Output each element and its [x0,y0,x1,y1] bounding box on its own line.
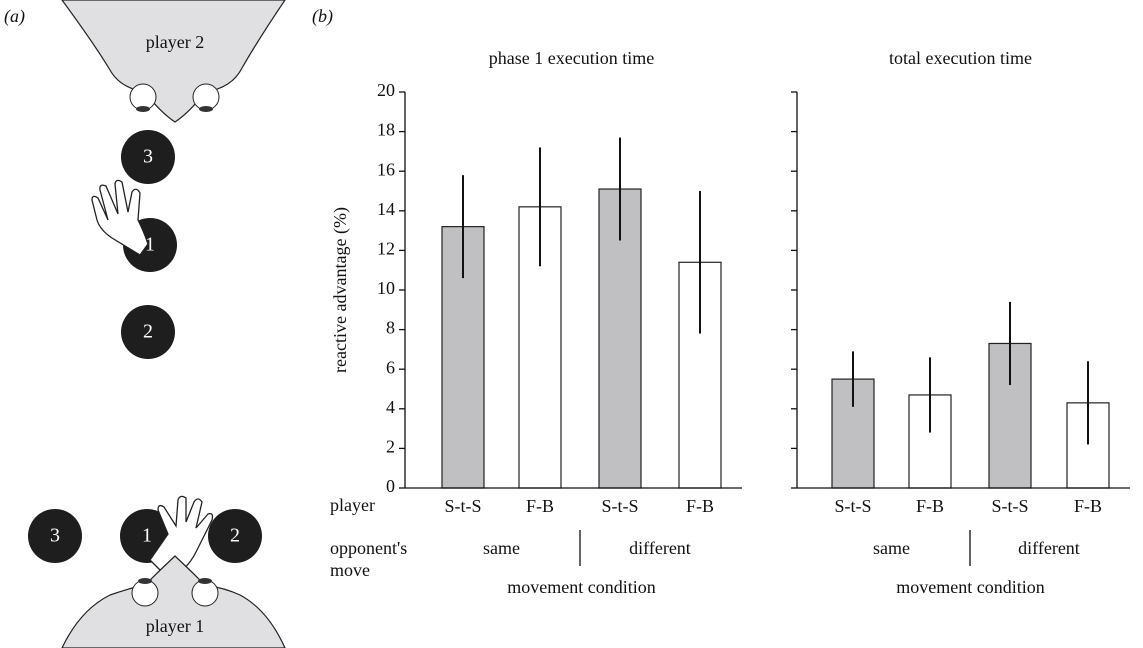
player-label: player 1 [146,616,204,636]
target-number: 2 [230,525,240,547]
y-tick-label: 20 [377,80,395,100]
target [121,305,175,359]
group-label: same [483,538,520,558]
x-tick-label: S-t-S [834,496,871,516]
y-tick-label: 14 [377,199,395,219]
hand [149,495,214,579]
chart-title: phase 1 execution time [489,48,654,68]
row-label: player [330,495,375,515]
x-tick-label: F-B [916,496,944,516]
row-label: opponent's move [330,538,408,580]
y-tick-label: 8 [386,318,395,338]
group-label: different [1018,538,1080,558]
hand [91,179,149,256]
player-2-head [61,0,286,123]
y-axis-label: reactive advantage (%) [330,207,351,373]
target [28,509,82,563]
y-tick-label: 16 [377,159,395,179]
target-number: 1 [145,234,155,256]
target-number: 1 [142,525,152,547]
y-tick-label: 6 [386,357,395,377]
x-tick-label: S-t-S [991,496,1028,516]
x-axis-label: movement condition [507,577,655,597]
target-number: 3 [50,525,60,547]
x-tick-label: S-t-S [601,496,638,516]
y-tick-label: 0 [386,476,395,496]
x-tick-label: F-B [686,496,714,516]
panel-label: (b) [312,6,333,27]
x-tick-label: F-B [1074,496,1102,516]
chart-title: total execution time [889,48,1032,68]
target [208,509,262,563]
y-tick-label: 4 [386,397,395,417]
target-number: 3 [143,146,153,168]
target-number: 2 [143,321,153,343]
player-label: player 2 [146,32,204,52]
panel-label: (a) [4,6,25,27]
group-label: different [629,538,691,558]
player-1-head [61,555,286,648]
x-tick-label: F-B [526,496,554,516]
y-tick-label: 2 [386,437,395,457]
group-label: same [873,538,910,558]
x-axis-label: movement condition [896,577,1044,597]
y-tick-label: 18 [377,120,395,140]
y-tick-label: 12 [377,239,395,259]
target [121,130,175,184]
y-tick-label: 10 [377,278,395,298]
x-tick-label: S-t-S [444,496,481,516]
